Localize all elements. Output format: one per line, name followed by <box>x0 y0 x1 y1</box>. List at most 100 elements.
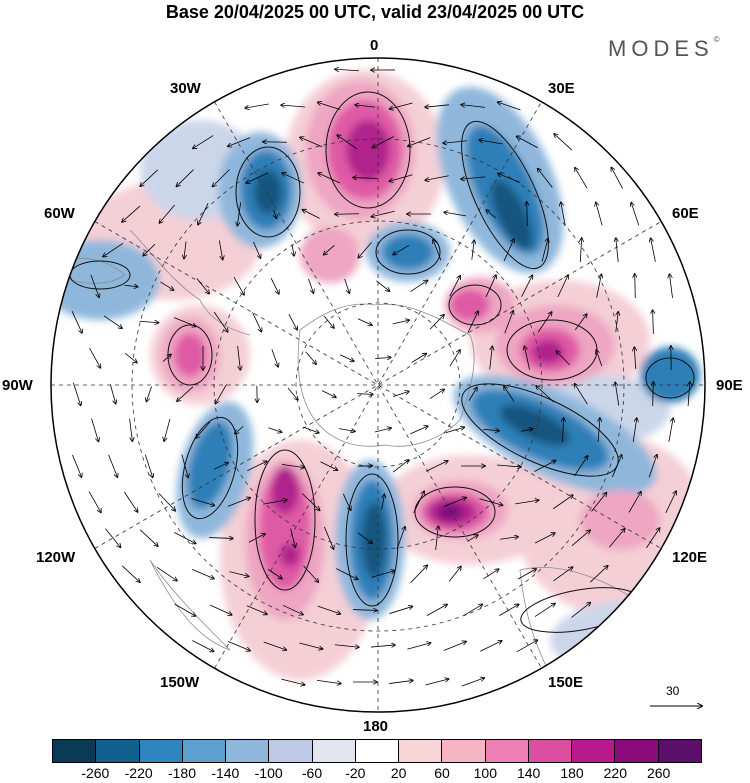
meridian-line <box>94 221 662 549</box>
wind-vector <box>281 678 304 685</box>
wind-vector <box>143 243 156 255</box>
wind-vector <box>389 680 413 684</box>
wind-vector <box>159 204 175 223</box>
wind-vector <box>390 102 413 109</box>
wind-vector <box>318 102 341 111</box>
wind-vector <box>449 350 460 367</box>
wind-vector <box>426 604 447 616</box>
wind-vector <box>160 281 173 290</box>
wind-vector <box>596 202 603 226</box>
wind-vector <box>246 605 267 615</box>
wind-vector <box>355 105 375 107</box>
wind-vector <box>103 243 124 256</box>
anomaly-blob <box>174 333 206 377</box>
wind-vector <box>596 274 602 298</box>
anomaly-blob <box>362 502 386 578</box>
wind-vector <box>129 418 133 441</box>
wind-vector <box>124 491 137 512</box>
colorbar-swatch <box>53 740 97 762</box>
wind-vector <box>515 500 538 505</box>
wind-vector <box>218 240 222 259</box>
wind-vector <box>498 174 521 183</box>
lon-label-90w: 90W <box>2 377 33 394</box>
wind-vector <box>635 274 636 299</box>
coastline <box>129 229 251 336</box>
wind-vector <box>122 205 141 222</box>
map-title: Base 20/04/2025 00 UTC, valid 23/04/2025… <box>165 2 585 22</box>
wind-vector <box>302 493 319 511</box>
wind-vector <box>227 498 250 507</box>
colorbar-tick-label: 60 <box>434 765 450 781</box>
wind-vector <box>516 136 538 149</box>
wind-vector <box>376 280 389 291</box>
wind-vector <box>103 315 122 328</box>
lon-label-180: 180 <box>363 718 389 735</box>
wind-vector <box>396 527 405 550</box>
anomaly-blob <box>532 340 564 364</box>
wind-vector <box>317 680 341 683</box>
wind-vector <box>444 212 466 217</box>
wind-vector <box>443 140 467 143</box>
wind-vector <box>524 346 530 370</box>
wind-vector <box>651 238 656 262</box>
wind-vector <box>247 461 267 472</box>
wind-vector <box>375 357 391 358</box>
anomaly-blob <box>438 504 462 520</box>
anomaly-blob <box>51 240 160 320</box>
colorbar-tick-label: -180 <box>167 765 197 781</box>
colorbar-tick-label: 140 <box>516 765 541 781</box>
wind-vector <box>486 210 497 219</box>
wind-vector <box>534 533 555 544</box>
anomaly-blob <box>271 466 299 514</box>
wind-vector <box>336 568 357 580</box>
wind-vector <box>616 312 618 333</box>
wind-vector <box>357 318 372 326</box>
wind-vector <box>72 382 80 406</box>
wind-vector <box>252 312 261 331</box>
wind-vector <box>71 310 82 333</box>
anomaly-blob <box>187 421 233 509</box>
wind-vector <box>571 530 590 547</box>
wind-vector <box>339 428 355 432</box>
reference-vector-label: 30 <box>666 684 680 698</box>
wind-vector <box>237 346 241 370</box>
wind-vector <box>443 642 466 651</box>
wind-vector <box>553 567 572 582</box>
colorbar-tick-label: -60 <box>301 765 323 781</box>
wind-vector <box>339 354 354 361</box>
wind-vector <box>198 203 209 224</box>
lon-label-30e: 30E <box>548 80 575 97</box>
wind-vector <box>408 137 431 147</box>
wind-vector <box>192 640 213 652</box>
anomaly-blob <box>580 490 660 550</box>
wind-vector <box>653 382 654 407</box>
wind-vector <box>413 491 425 513</box>
wind-vector <box>479 498 502 505</box>
wind-vector <box>589 566 608 583</box>
lon-label-150w: 150W <box>160 674 200 691</box>
wind-vector <box>124 285 137 287</box>
wind-vector <box>177 386 194 402</box>
wind-vector <box>342 493 350 510</box>
wind-vector <box>215 384 227 403</box>
wind-vector <box>461 177 485 179</box>
wind-vector <box>392 391 409 397</box>
wind-vector <box>124 352 137 362</box>
wind-vector <box>140 169 159 186</box>
wind-vector <box>485 275 496 298</box>
wind-vector <box>448 566 461 582</box>
wind-vector <box>461 105 485 108</box>
colorbar-swatch <box>485 740 529 762</box>
wind-vector <box>374 428 391 433</box>
wind-vector <box>292 244 294 256</box>
wind-vector <box>467 535 478 542</box>
wind-vector <box>552 495 573 510</box>
wind-vector <box>389 174 413 182</box>
wind-vector <box>541 238 548 262</box>
wind-vector <box>181 454 188 477</box>
wind-vector <box>479 140 503 145</box>
wind-vector <box>139 529 158 546</box>
wind-vector <box>300 137 323 148</box>
wind-vector <box>162 354 171 362</box>
colorbar-tick-label: 20 <box>390 765 407 781</box>
